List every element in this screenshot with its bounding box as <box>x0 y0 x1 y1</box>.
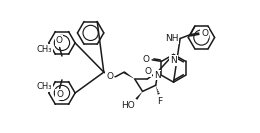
Text: NH: NH <box>165 34 179 43</box>
Polygon shape <box>123 71 135 79</box>
Text: CH₃: CH₃ <box>36 45 52 54</box>
Text: O: O <box>201 29 208 38</box>
Text: O: O <box>106 72 113 81</box>
Polygon shape <box>135 91 142 100</box>
Text: O: O <box>145 67 152 76</box>
Text: O: O <box>55 36 62 45</box>
Text: CH₃: CH₃ <box>36 82 52 91</box>
Text: O: O <box>56 90 63 99</box>
Text: F: F <box>157 97 162 106</box>
Text: N: N <box>154 71 161 80</box>
Text: HO: HO <box>121 101 135 110</box>
Text: O: O <box>143 55 150 64</box>
Text: N: N <box>170 56 177 65</box>
